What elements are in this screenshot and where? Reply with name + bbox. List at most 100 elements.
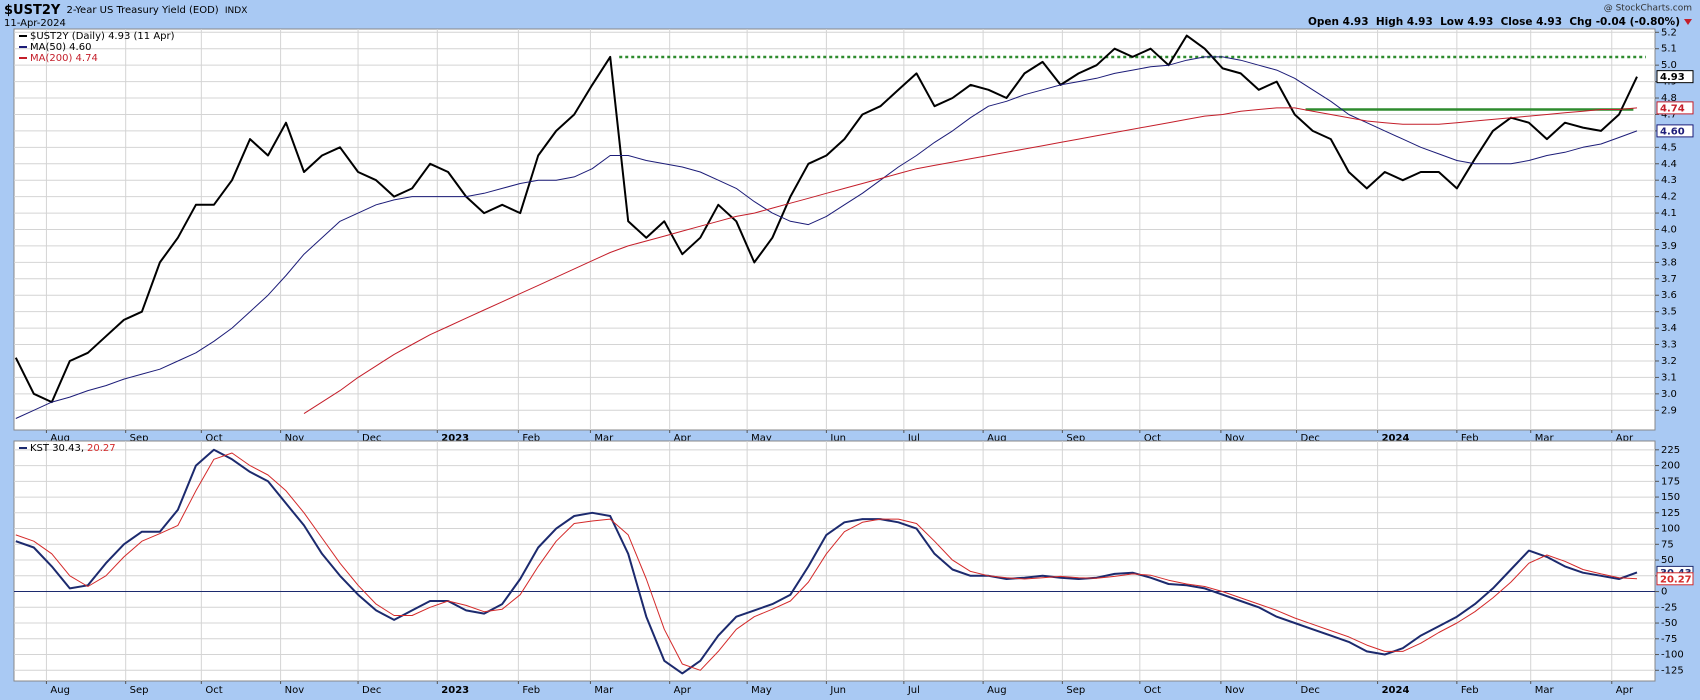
x-tick-label: Feb — [1461, 433, 1479, 444]
legend-label: MA(50) 4.60 — [30, 42, 91, 53]
x-tick-label: Jun — [829, 685, 846, 696]
x-tick-label: Aug — [987, 685, 1007, 696]
y-tick-label: 3.5 — [1661, 307, 1677, 318]
y-tick-label: 3.8 — [1661, 257, 1677, 268]
y-tick-label: 4.7 — [1661, 109, 1677, 120]
y-tick-label: 50 — [1661, 555, 1674, 566]
y-tick-label: 4.8 — [1661, 93, 1677, 104]
exchange: INDX — [225, 6, 247, 16]
x-tick-label: Nov — [1225, 433, 1245, 444]
x-tick-label: Sep — [130, 685, 149, 696]
series-line — [303, 107, 1638, 415]
y-tick-label: 175 — [1661, 476, 1680, 487]
chart-header: $UST2Y 2-Year US Treasury Yield (EOD) IN… — [4, 3, 247, 18]
x-tick-label: Dec — [1301, 433, 1320, 444]
y-tick-label: 125 — [1661, 508, 1680, 519]
x-tick-label: Sep — [1066, 433, 1085, 444]
x-tick-label: Feb — [522, 433, 540, 444]
x-tick-label: Dec — [362, 433, 381, 444]
x-tick-label: Dec — [1301, 685, 1320, 696]
y-tick-label: 75 — [1661, 539, 1674, 550]
y-tick-label: 5.0 — [1661, 60, 1677, 71]
legend-label: KST 30.43, — [30, 443, 84, 454]
symbol: $UST2Y — [4, 3, 61, 18]
x-tick-label: Aug — [987, 433, 1007, 444]
x-tick-label: Apr — [674, 433, 692, 444]
y-tick-label: 4.3 — [1661, 175, 1677, 186]
x-tick-label: 2023 — [441, 685, 469, 696]
y-tick-label: 100 — [1661, 524, 1680, 535]
y-tick-label: 4.5 — [1661, 142, 1677, 153]
x-tick-label: Oct — [205, 433, 222, 444]
x-tick-label: Mar — [594, 685, 614, 696]
y-tick-label: 3.7 — [1661, 274, 1677, 285]
x-tick-label: Dec — [362, 685, 381, 696]
y-tick-label: 200 — [1661, 461, 1680, 472]
x-tick-label: Nov — [285, 433, 305, 444]
x-tick-label: Jul — [907, 433, 920, 444]
x-tick-label: Mar — [1535, 433, 1555, 444]
y-tick-label: 150 — [1661, 492, 1680, 503]
y-tick-label: 5.1 — [1661, 44, 1677, 55]
x-tick-label: Oct — [205, 685, 222, 696]
x-tick-label: Oct — [1144, 433, 1161, 444]
y-tick-label: 3.2 — [1661, 356, 1677, 367]
series-line — [15, 56, 1638, 419]
y-tick-label: 3.0 — [1661, 389, 1677, 400]
x-tick-label: Jul — [907, 685, 920, 696]
end-badge-label: 4.74 — [1660, 103, 1685, 114]
source: @ StockCharts.com — [1604, 4, 1692, 14]
y-tick-label: -100 — [1661, 650, 1684, 661]
legend-label: MA(200) 4.74 — [30, 53, 98, 64]
change-arrow — [1684, 19, 1692, 25]
x-tick-label: 2023 — [441, 433, 469, 444]
chart-date: 11-Apr-2024 — [4, 18, 66, 29]
x-tick-label: 2024 — [1382, 685, 1410, 696]
legend-label: 20.27 — [87, 443, 116, 454]
end-badge — [1656, 101, 1694, 115]
x-tick-label: Sep — [130, 433, 149, 444]
x-tick-label: Mar — [1535, 685, 1555, 696]
end-badge — [1656, 124, 1694, 138]
y-tick-label: -25 — [1661, 602, 1677, 613]
y-tick-label: 4.2 — [1661, 192, 1677, 203]
end-badge — [1656, 70, 1694, 84]
y-tick-label: 4.1 — [1661, 208, 1677, 219]
y-tick-label: 3.6 — [1661, 290, 1677, 301]
x-tick-label: Feb — [522, 685, 540, 696]
y-tick-label: 2.9 — [1661, 405, 1677, 416]
y-tick-label: -75 — [1661, 634, 1677, 645]
x-tick-label: May — [751, 433, 772, 444]
x-tick-label: 2024 — [1382, 433, 1410, 444]
x-tick-label: Mar — [594, 433, 614, 444]
y-tick-label: 4.4 — [1661, 159, 1677, 170]
y-tick-label: 3.3 — [1661, 340, 1677, 351]
y-tick-label: 0 — [1661, 587, 1667, 598]
x-tick-label: Apr — [674, 685, 692, 696]
y-tick-label: 3.1 — [1661, 372, 1677, 383]
y-tick-label: -125 — [1661, 665, 1684, 676]
x-tick-label: Nov — [285, 685, 305, 696]
end-badge — [1656, 572, 1694, 586]
series-line — [15, 452, 1638, 671]
end-badge-label: 4.93 — [1660, 72, 1685, 83]
end-badge-label: 20.27 — [1660, 574, 1692, 585]
x-tick-label: Sep — [1066, 685, 1085, 696]
x-tick-label: Aug — [50, 685, 70, 696]
y-tick-label: 3.4 — [1661, 323, 1677, 334]
series-line — [15, 448, 1638, 675]
x-tick-label: Aug — [50, 433, 70, 444]
description: 2-Year US Treasury Yield (EOD) — [66, 5, 218, 16]
x-tick-label: Apr — [1616, 433, 1634, 444]
x-tick-label: Oct — [1144, 685, 1161, 696]
y-tick-label: -50 — [1661, 618, 1677, 629]
y-tick-label: 4.0 — [1661, 225, 1677, 236]
x-tick-label: Apr — [1616, 685, 1634, 696]
series-line — [14, 34, 1638, 404]
legend: KST 30.43, 20.27 — [30, 443, 116, 454]
end-badge-label: 4.60 — [1660, 126, 1685, 137]
x-tick-label: Jun — [829, 433, 846, 444]
legend-label: $UST2Y (Daily) 4.93 (11 Apr) — [30, 31, 175, 42]
